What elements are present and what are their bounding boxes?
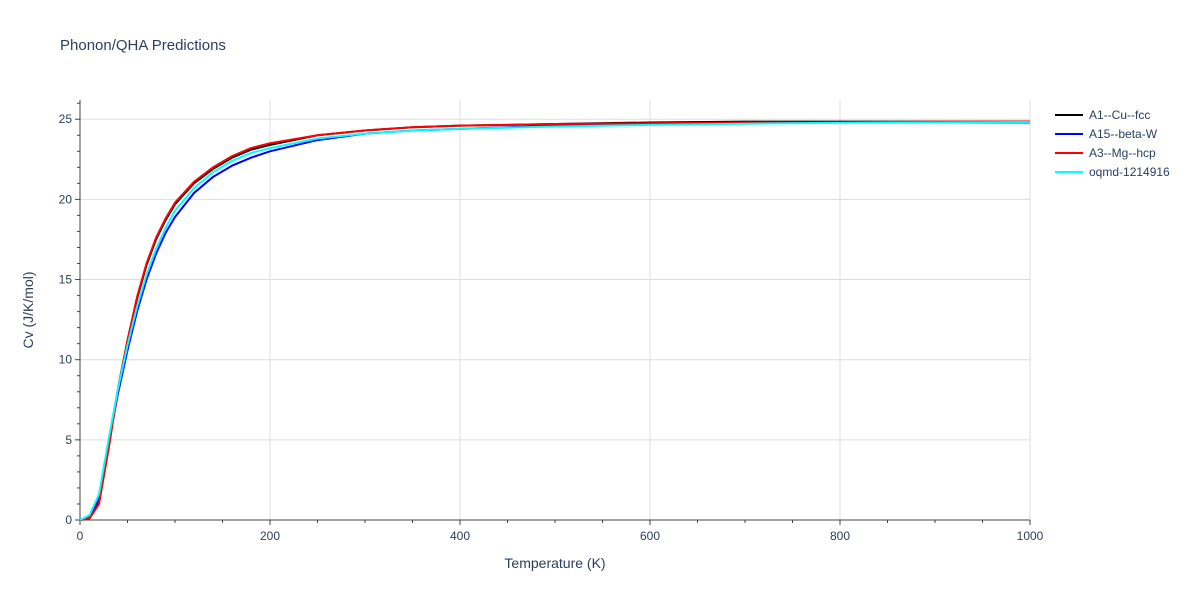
x-tick-label: 800 [830, 529, 850, 543]
x-tick-label: 600 [640, 529, 660, 543]
series-line-3 [79, 121, 1031, 521]
tick-labels: 0 200 400 600 800 1000 0 5 10 15 20 25 [59, 112, 1044, 543]
legend-label: A3--Mg--hcp [1089, 146, 1156, 160]
x-tick-label: 0 [77, 529, 84, 543]
y-tick-label: 0 [65, 513, 72, 527]
y-axis-title: Cv (J/K/mol) [20, 272, 36, 349]
series-line-1 [79, 121, 1030, 521]
x-axis-title: Temperature (K) [504, 555, 605, 571]
x-tick-label: 200 [260, 529, 280, 543]
y-tick-label: 20 [59, 192, 73, 206]
y-tick-label: 10 [59, 353, 73, 367]
chart-title: Phonon/QHA Predictions [60, 37, 226, 54]
series-line-0 [79, 120, 1030, 521]
series-line-2 [79, 120, 1030, 521]
y-tick-label: 5 [65, 433, 72, 447]
y-tick-label: 15 [59, 273, 73, 287]
grid-lines [80, 100, 1031, 520]
legend-label: oqmd-1214916 [1089, 165, 1170, 179]
axes [75, 100, 1031, 525]
plot-area [79, 120, 1031, 521]
x-tick-label: 400 [450, 529, 470, 543]
legend-label: A1--Cu--fcc [1089, 108, 1150, 122]
y-tick-label: 25 [59, 112, 73, 126]
legend: A1--Cu--fcc A15--beta-W A3--Mg--hcp oqmd-12… [1055, 108, 1170, 179]
legend-label: A15--beta-W [1089, 127, 1158, 141]
x-tick-label: 1000 [1017, 529, 1044, 543]
